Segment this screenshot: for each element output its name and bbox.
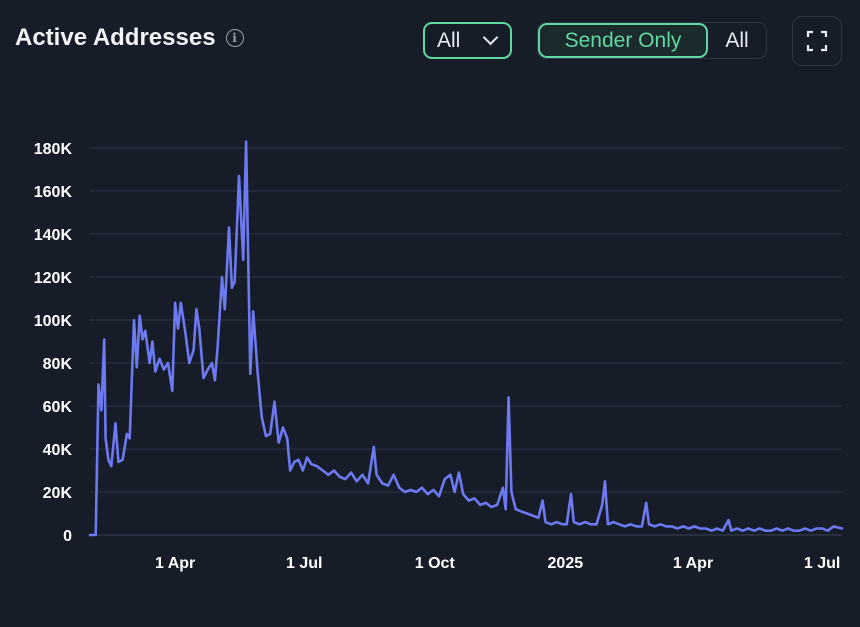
x-tick-label: 1 Apr — [155, 555, 195, 572]
y-tick-label: 20K — [43, 485, 73, 502]
y-tick-label: 80K — [43, 356, 73, 373]
y-tick-label: 0 — [63, 528, 72, 545]
fullscreen-button[interactable] — [792, 16, 842, 66]
chart-grid — [90, 147, 842, 536]
chart-title-text: Active Addresses — [15, 24, 216, 51]
chart-title: Active Addresses i — [15, 24, 244, 52]
y-tick-label: 40K — [43, 442, 73, 459]
x-axis-ticks: 1 Apr 1 Jul 1 Oct 2025 1 Apr 1 Jul — [155, 555, 840, 572]
filter-dropdown[interactable]: All — [423, 22, 512, 59]
y-axis-ticks: 0 20K 40K 60K 80K 100K 120K 140K 160K 180K — [34, 141, 73, 545]
y-tick-label: 180K — [34, 141, 73, 158]
y-tick-label: 140K — [34, 227, 73, 244]
y-tick-label: 160K — [34, 184, 73, 201]
y-tick-label: 60K — [43, 399, 73, 416]
y-tick-label: 100K — [34, 313, 73, 330]
x-tick-label: 1 Jul — [804, 555, 840, 572]
sender-toggle: Sender Only All — [537, 22, 767, 59]
series-line — [88, 140, 844, 537]
x-tick-label: 1 Apr — [673, 555, 713, 572]
fullscreen-icon — [806, 30, 828, 52]
toggle-sender-only[interactable]: Sender Only — [538, 23, 708, 58]
toggle-all[interactable]: All — [725, 28, 749, 52]
y-tick-label: 120K — [34, 270, 73, 287]
x-tick-label: 1 Jul — [286, 555, 322, 572]
x-tick-label: 1 Oct — [415, 555, 456, 572]
filter-dropdown-value: All — [437, 28, 461, 52]
info-icon[interactable]: i — [225, 29, 244, 47]
x-tick-label: 2025 — [548, 555, 584, 572]
